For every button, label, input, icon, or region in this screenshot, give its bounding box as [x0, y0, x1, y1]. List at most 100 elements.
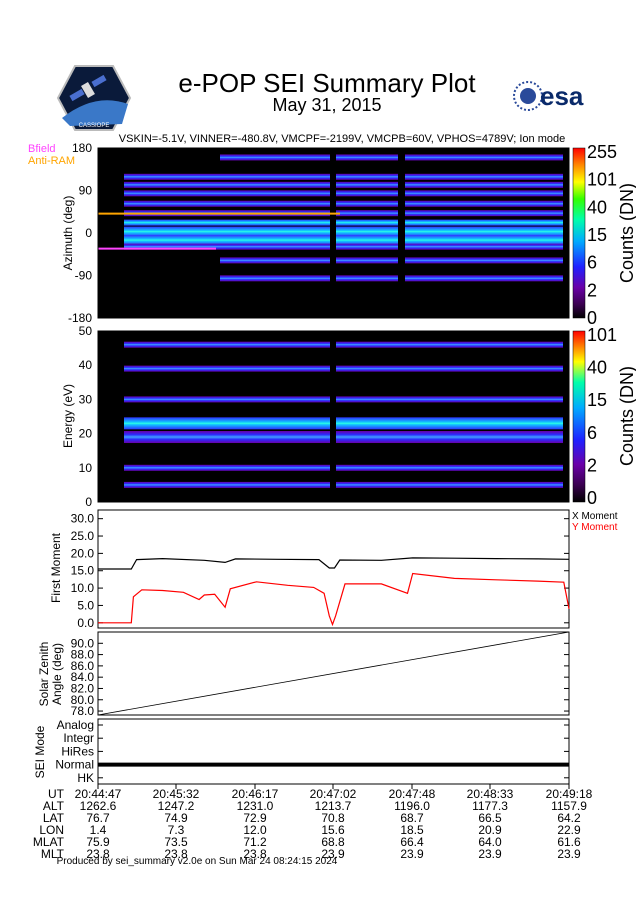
x-moment-line [98, 557, 570, 570]
table-cell: 66.5 [478, 811, 502, 825]
table-cell: 20:49:18 [546, 787, 593, 801]
row-label: MLT [41, 847, 65, 861]
energy-tick-label: 40 [79, 358, 93, 372]
colorbar-tick-label: 6 [587, 253, 597, 273]
azimuth-tick-label: 180 [72, 141, 92, 155]
table-cell: 68.7 [400, 811, 424, 825]
esa-wordmark: esa [540, 81, 584, 111]
energy-band [124, 365, 563, 372]
azimuth-band [124, 235, 563, 246]
azimuth-data-gap [398, 148, 405, 318]
table-cell: 23.8 [164, 847, 188, 861]
table-cell: 72.9 [243, 811, 267, 825]
solar-zenith-tick-label: 78.0 [71, 704, 95, 718]
colorbar-tick-label: 101 [587, 170, 617, 190]
azimuth-band [220, 275, 563, 282]
azimuth-tick-label: 0 [85, 226, 92, 240]
azimuth-band [124, 181, 563, 188]
y-moment-line [98, 572, 570, 627]
table-cell: 7.3 [168, 823, 185, 837]
energy-band [124, 341, 563, 348]
azimuth-band [124, 226, 563, 237]
legend-y-moment: Y Moment [572, 522, 618, 533]
legend-bfield: Bfield [28, 143, 56, 155]
first-moment-ylabel: First Moment [49, 532, 63, 603]
energy-tick-label: 30 [79, 392, 93, 406]
table-cell: 23.9 [321, 847, 345, 861]
table-cell: 20:46:17 [232, 787, 279, 801]
azimuth-band [220, 257, 563, 264]
table-cell: 20:45:32 [153, 787, 200, 801]
colorbar-tick-label: 40 [587, 358, 607, 378]
azimuth-data-gap [330, 148, 336, 318]
footer-credit: Produced by sei_summary v2.0e on Sun Mar… [57, 856, 338, 867]
sei-mode-tick-label: Analog [57, 718, 94, 732]
colorbar-tick-label: 0 [587, 308, 597, 328]
azimuth-band [124, 173, 563, 180]
sei-mode-ylabel: SEI Mode [33, 725, 47, 778]
colorbar-tick-label: 15 [587, 390, 607, 410]
energy-data-gap [330, 331, 336, 502]
azimuth-band [220, 154, 563, 161]
table-cell: 75.9 [86, 835, 110, 849]
legend-anti-ram: Anti-RAM [28, 155, 75, 167]
azimuth-band [124, 243, 563, 250]
colorbar-tick-label: 0 [587, 488, 597, 508]
table-cell: 61.6 [557, 835, 581, 849]
colorbar-tick-label: 2 [587, 455, 597, 475]
solar-zenith-line [97, 631, 570, 716]
table-cell: 66.4 [400, 835, 424, 849]
solar-zenith-ylabel-1: Solar Zenith [37, 642, 51, 707]
energy-tick-label: 0 [85, 495, 92, 509]
azimuth-colorbar-label: Counts (DN) [617, 183, 636, 283]
colorbar-tick-label: 101 [587, 325, 617, 345]
solar-zenith-tick-label: 90.0 [71, 636, 95, 650]
solar-zenith-tick-label: 84.0 [71, 670, 95, 684]
table-cell: 1177.3 [472, 799, 508, 813]
table-cell: 1213.7 [315, 799, 352, 813]
row-label: MLAT [33, 835, 65, 849]
energy-colorbar [572, 330, 586, 503]
solar-zenith-tick-label: 86.0 [71, 659, 95, 673]
sei-mode-tick-label: Integr [63, 731, 94, 745]
table-cell: 15.6 [321, 823, 345, 837]
row-label: UT [48, 787, 65, 801]
azimuth-band [124, 210, 563, 217]
first-moment-tick-label: 5.0 [77, 598, 94, 612]
table-cell: 20:47:48 [389, 787, 436, 801]
colorbar-tick-label: 15 [587, 225, 607, 245]
azimuth-tick-label: -90 [75, 269, 93, 283]
azimuth-tick-label: -180 [68, 311, 92, 325]
table-cell: 23.9 [478, 847, 502, 861]
logo-text: CASSIOPE [79, 123, 110, 129]
solar-zenith-tick-label: 80.0 [71, 693, 95, 707]
azimuth-colorbar [572, 147, 586, 319]
energy-band [124, 417, 563, 430]
azimuth-band [124, 190, 563, 197]
azimuth-panel: 180 90 0 -90 -180 Bfield Anti-RAM Azimuth (d… [28, 141, 636, 328]
energy-tick-label: 50 [79, 324, 93, 338]
table-cell: 20:47:02 [310, 787, 357, 801]
cassiope-logo: CASSIOPE [56, 65, 132, 131]
table-cell: 23.9 [400, 847, 424, 861]
energy-band [124, 396, 563, 403]
solar-zenith-tick-label: 82.0 [71, 681, 95, 695]
row-label: LAT [43, 811, 65, 825]
table-cell: 76.7 [86, 811, 110, 825]
row-label: ALT [43, 799, 65, 813]
plot-date: May 31, 2015 [272, 95, 381, 115]
table-cell: 1196.0 [394, 799, 430, 813]
azimuth-band [124, 219, 563, 226]
solar-zenith-panel: 90.088.086.084.082.080.078.0 Solar Zenit… [37, 631, 570, 718]
table-cell: 1.4 [90, 823, 107, 837]
azimuth-tick-label: 90 [79, 184, 93, 198]
energy-band [124, 464, 563, 471]
table-cell: 64.2 [557, 811, 581, 825]
table-cell: 1262.6 [80, 799, 117, 813]
table-cell: 68.8 [321, 835, 345, 849]
table-cell: 1247.2 [158, 799, 195, 813]
energy-band [124, 431, 563, 444]
